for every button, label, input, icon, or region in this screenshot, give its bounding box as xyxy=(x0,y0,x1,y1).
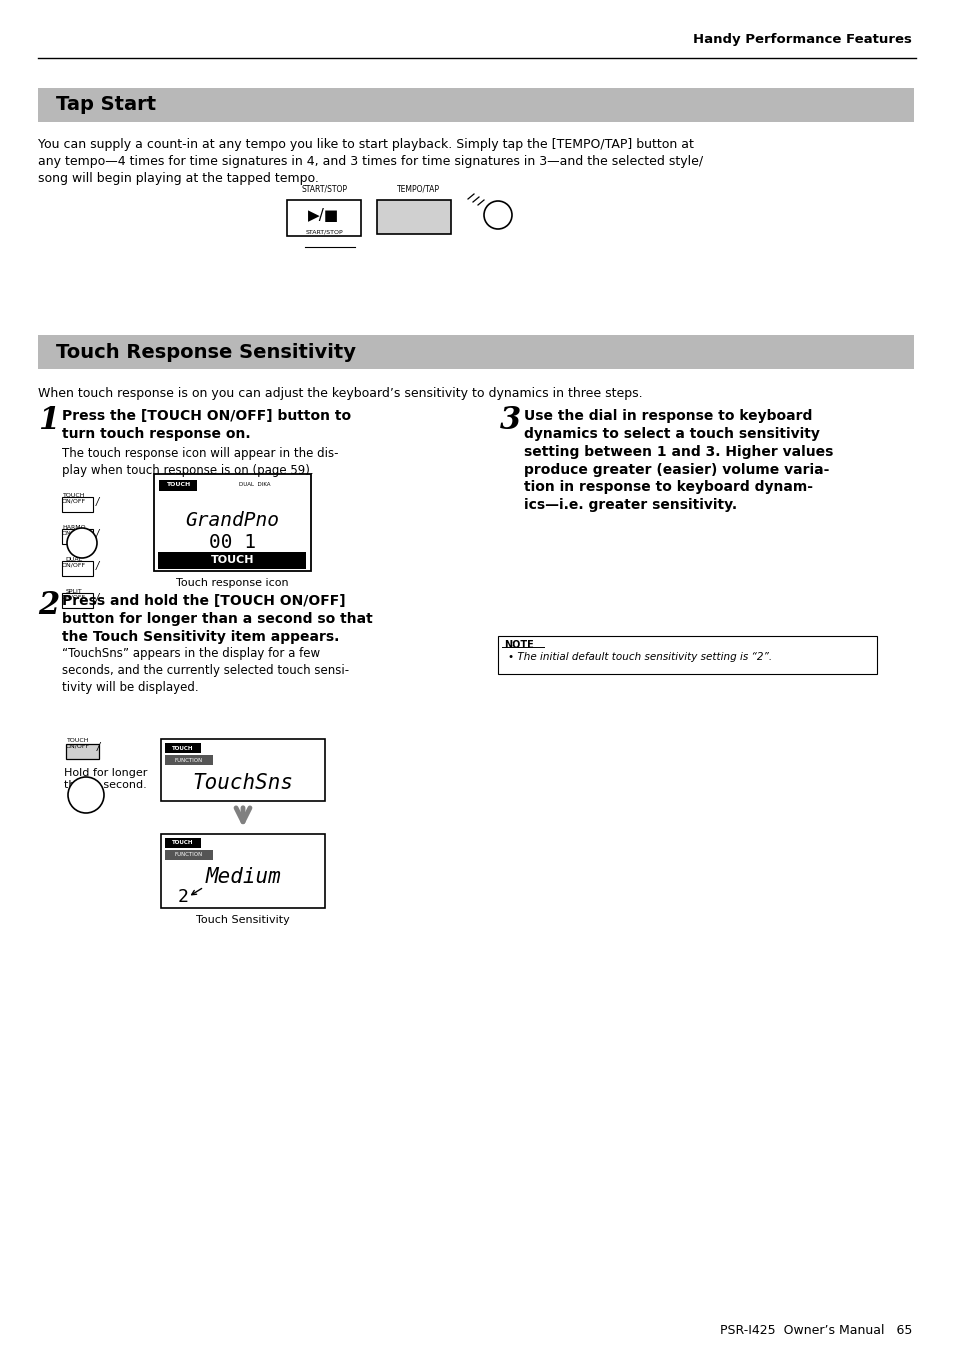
Text: /: / xyxy=(96,530,99,539)
Text: /: / xyxy=(96,593,99,603)
Text: TOUCH
ON/OFF: TOUCH ON/OFF xyxy=(62,493,86,504)
FancyBboxPatch shape xyxy=(61,561,92,576)
FancyBboxPatch shape xyxy=(165,838,201,848)
Text: 1: 1 xyxy=(38,405,59,436)
FancyBboxPatch shape xyxy=(287,200,360,236)
Text: “TouchSns” appears in the display for a few
seconds, and the currently selected : “TouchSns” appears in the display for a … xyxy=(62,647,349,694)
FancyBboxPatch shape xyxy=(165,755,213,765)
Text: GrandPno: GrandPno xyxy=(185,512,279,531)
Text: ▶/■: ▶/■ xyxy=(308,208,339,223)
Text: TOUCH: TOUCH xyxy=(166,482,190,488)
FancyBboxPatch shape xyxy=(158,551,306,569)
FancyBboxPatch shape xyxy=(38,88,913,122)
FancyBboxPatch shape xyxy=(161,739,325,801)
Text: START/STOP: START/STOP xyxy=(302,184,348,193)
Text: /: / xyxy=(96,497,99,507)
Text: START/STOP: START/STOP xyxy=(305,230,342,235)
Text: TOUCH
ON/OFF: TOUCH ON/OFF xyxy=(66,738,90,748)
Text: Press and hold the [TOUCH ON/OFF]
button for longer than a second so that
the To: Press and hold the [TOUCH ON/OFF] button… xyxy=(62,594,373,643)
Text: FUNCTION: FUNCTION xyxy=(174,758,203,762)
Text: /: / xyxy=(97,742,100,753)
Text: Press the [TOUCH ON/OFF] button to
turn touch response on.: Press the [TOUCH ON/OFF] button to turn … xyxy=(62,409,351,440)
Text: Hold for longer
than a second.: Hold for longer than a second. xyxy=(64,767,147,790)
Text: TOUCH: TOUCH xyxy=(172,840,193,846)
Text: TouchSns: TouchSns xyxy=(193,773,294,793)
Text: 2: 2 xyxy=(38,590,59,621)
FancyBboxPatch shape xyxy=(161,834,325,908)
Text: When touch response is on you can adjust the keyboard’s sensitivity to dynamics : When touch response is on you can adjust… xyxy=(38,386,642,400)
FancyBboxPatch shape xyxy=(38,335,913,369)
Text: DUAL  DIKA: DUAL DIKA xyxy=(239,482,271,488)
FancyBboxPatch shape xyxy=(61,497,92,512)
FancyBboxPatch shape xyxy=(165,743,201,754)
Text: 2: 2 xyxy=(178,888,189,907)
Text: HARMO
ON/OFF: HARMO ON/OFF xyxy=(62,526,86,536)
FancyBboxPatch shape xyxy=(165,850,213,861)
Text: TOUCH: TOUCH xyxy=(172,746,193,751)
Text: PSR-I425  Owner’s Manual   65: PSR-I425 Owner’s Manual 65 xyxy=(719,1324,911,1336)
FancyBboxPatch shape xyxy=(66,743,98,758)
Text: Touch response icon: Touch response icon xyxy=(176,578,289,588)
Text: TOUCH: TOUCH xyxy=(211,555,254,565)
FancyBboxPatch shape xyxy=(497,636,876,674)
Text: Touch Response Sensitivity: Touch Response Sensitivity xyxy=(56,343,355,362)
Text: FUNCTION: FUNCTION xyxy=(174,852,203,858)
Text: SPLIT
ON/OFF: SPLIT ON/OFF xyxy=(62,589,86,600)
FancyBboxPatch shape xyxy=(153,474,311,571)
FancyBboxPatch shape xyxy=(376,200,451,234)
Text: Tap Start: Tap Start xyxy=(56,96,156,115)
Text: Use the dial in response to keyboard
dynamics to select a touch sensitivity
sett: Use the dial in response to keyboard dyn… xyxy=(523,409,833,512)
Text: /: / xyxy=(96,561,99,571)
Text: TEMPO/TAP: TEMPO/TAP xyxy=(396,184,439,193)
Text: NOTE: NOTE xyxy=(503,640,533,650)
Circle shape xyxy=(67,528,97,558)
Text: DUAL
ON/OFF: DUAL ON/OFF xyxy=(62,557,86,567)
Text: • The initial default touch sensitivity setting is “2”.: • The initial default touch sensitivity … xyxy=(507,653,771,662)
FancyBboxPatch shape xyxy=(158,480,197,492)
Text: You can supply a count-in at any tempo you like to start playback. Simply tap th: You can supply a count-in at any tempo y… xyxy=(38,138,702,185)
Text: Handy Performance Features: Handy Performance Features xyxy=(693,34,911,46)
Text: Medium: Medium xyxy=(205,867,280,888)
Circle shape xyxy=(483,201,512,230)
Text: 00 1: 00 1 xyxy=(209,534,255,553)
FancyBboxPatch shape xyxy=(61,528,92,543)
Text: Touch Sensitivity: Touch Sensitivity xyxy=(196,915,290,925)
FancyBboxPatch shape xyxy=(61,593,92,608)
Text: The touch response icon will appear in the dis-
play when touch response is on (: The touch response icon will appear in t… xyxy=(62,447,338,477)
Circle shape xyxy=(68,777,104,813)
Text: 3: 3 xyxy=(499,405,520,436)
